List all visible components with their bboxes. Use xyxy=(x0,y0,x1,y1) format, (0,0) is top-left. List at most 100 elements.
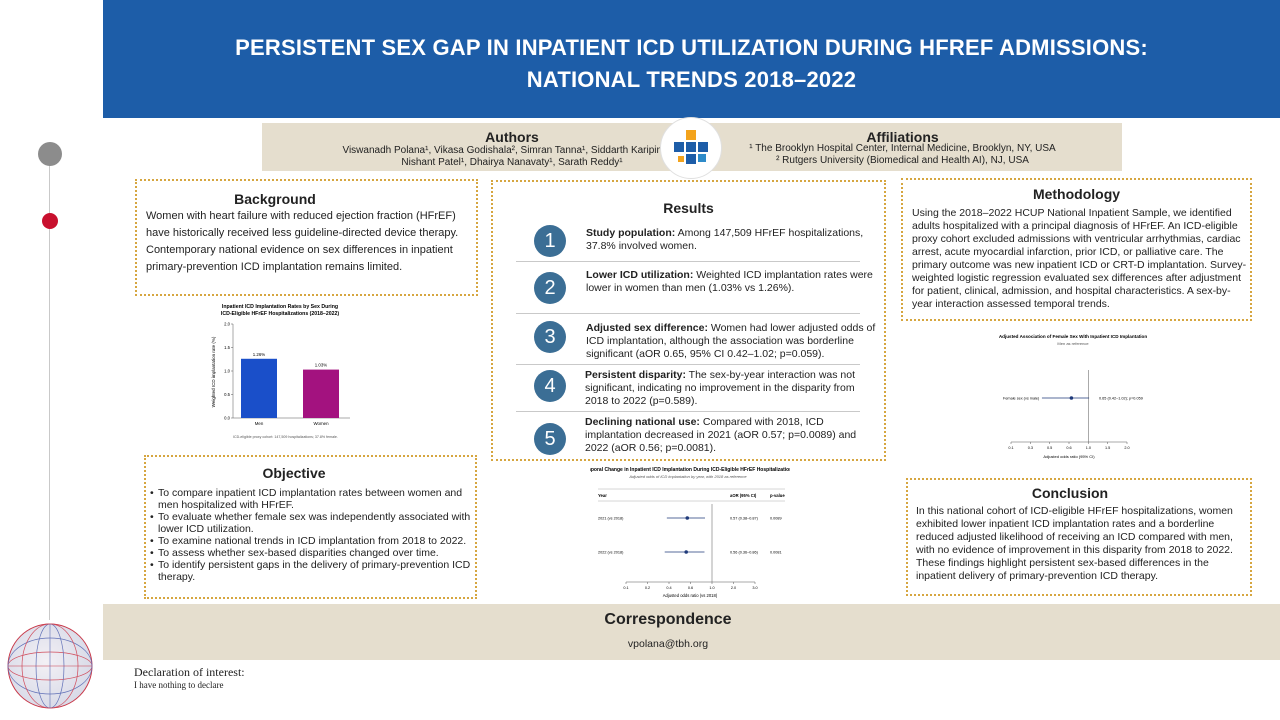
result-number: 2 xyxy=(534,272,566,304)
objective-heading: Objective xyxy=(262,465,326,481)
sex-forest-title: Adjusted Association of Female Sex With … xyxy=(999,334,1148,339)
sex-forest-x-tick-label: 0.6 xyxy=(1066,446,1071,450)
result-number: 4 xyxy=(534,370,566,402)
methodology-heading: Methodology xyxy=(1032,186,1121,202)
bar-chart-y-tick-label: 1.0 xyxy=(224,369,230,374)
sex-forest-x-tick-label: 1.5 xyxy=(1105,446,1110,450)
temporal-forest-x-tick-label: 3.0 xyxy=(752,586,757,590)
objective-list: To compare inpatient ICD implantation ra… xyxy=(150,487,475,583)
temporal-forest-xlabel: Adjusted odds ratio (vs 2018) xyxy=(663,593,718,598)
methodology-panel xyxy=(901,178,1252,321)
decorative-globe xyxy=(7,623,93,709)
bar-chart-footnote: ICD-eligible proxy cohort: 147,509 hospi… xyxy=(233,435,338,439)
temporal-forest-row-p: 0.0081 xyxy=(770,550,782,554)
authors-heading: Authors xyxy=(485,129,539,145)
affiliation-2: ² Rutgers University (Biomedical and Hea… xyxy=(776,155,1029,166)
affiliations-heading: Affiliations xyxy=(866,129,939,145)
result-text: Compared with 2018, ICD implantation dec… xyxy=(585,416,857,454)
correspondence-email[interactable]: vpolana@tbh.org xyxy=(627,638,709,650)
methodology-text: Using the 2018–2022 HCUP National Inpati… xyxy=(912,207,1247,310)
temporal-forest-x-tick-label: 2.0 xyxy=(731,586,736,590)
temporal-forest-plot: Temporal Change in Inpatient ICD Implant… xyxy=(590,467,790,598)
bar-category-label: Men xyxy=(255,421,264,426)
background-heading: Background xyxy=(234,191,316,207)
temporal-col-aor: aOR (95% CI) xyxy=(730,493,757,498)
result-label: Study population: xyxy=(586,227,676,239)
temporal-forest-title: Temporal Change in Inpatient ICD Implant… xyxy=(590,467,790,473)
conclusion-panel xyxy=(906,478,1252,596)
result-number: 1 xyxy=(534,225,566,257)
result-separator xyxy=(516,313,860,314)
authors-line2: Nishant Patel¹, Dhairya Nanavaty¹, Sarat… xyxy=(401,157,623,168)
temporal-forest-x-tick-label: 0.4 xyxy=(666,586,671,590)
poster-title-line1: PERSISTENT SEX GAP IN INPATIENT ICD UTIL… xyxy=(235,35,1148,60)
result-text: Women had lower adjusted odds of ICD imp… xyxy=(586,322,876,360)
decorative-dot-red xyxy=(42,213,58,229)
sex-forest-plot: Adjusted Association of Female Sex With … xyxy=(999,334,1148,459)
temporal-forest-point xyxy=(684,550,688,554)
hospital-logo-icon xyxy=(674,130,708,164)
result-item-3: Adjusted sex difference: Women had lower… xyxy=(586,322,876,361)
result-text: Among 147,509 HFrEF hospitalizations, 37… xyxy=(586,227,864,252)
conclusion-text: In this national cohort of ICD-eligible … xyxy=(916,505,1233,582)
temporal-col-year: Year xyxy=(598,493,607,498)
result-text: The sex-by-year interaction was not sign… xyxy=(585,369,856,407)
temporal-forest-x-tick-label: 0.6 xyxy=(688,586,693,590)
decorative-dot-gray xyxy=(38,142,62,166)
correspondence-heading: Correspondence xyxy=(604,611,732,628)
sex-forest-x-tick-label: 2.0 xyxy=(1124,446,1129,450)
result-item-5: Declining national use: Compared with 20… xyxy=(585,416,870,455)
result-number: 5 xyxy=(534,423,566,455)
poster-title: PERSISTENT SEX GAP IN INPATIENT ICD UTIL… xyxy=(103,32,1280,96)
result-label: Persistent disparity: xyxy=(585,369,686,381)
temporal-forest-point xyxy=(685,516,690,520)
temporal-forest-row-label: 2021 (vs 2018) xyxy=(598,516,624,520)
temporal-forest-row-label: 2022 (vs 2018) xyxy=(598,550,624,554)
decorative-rail xyxy=(49,150,50,620)
authors-list: Viswanadh Polana¹, Vikasa Godishala², Si… xyxy=(262,145,762,169)
results-heading: Results xyxy=(663,200,714,216)
bar-chart-ylabel: Weighted ICD implantation rate (%) xyxy=(211,336,216,407)
sex-forest-point xyxy=(1069,396,1074,400)
bar-chart-title-1: Inpatient ICD Implantation Rates by Sex … xyxy=(222,304,338,310)
bar-men xyxy=(241,358,277,418)
authors-line1: Viswanadh Polana¹, Vikasa Godishala², Si… xyxy=(342,145,682,156)
result-item-4: Persistent disparity: The sex-by-year in… xyxy=(585,369,860,408)
bar-chart-y-tick-label: 0.0 xyxy=(224,416,230,421)
sex-rate-bar-chart: Inpatient ICD Implantation Rates by Sex … xyxy=(211,304,350,439)
bar-value-label: 1.26% xyxy=(253,352,266,357)
temporal-forest-row-p: 0.0089 xyxy=(770,516,782,520)
header-banner xyxy=(103,0,1280,118)
bar-chart-title-2: ICD-Eligible HFrEF Hospitalizations (201… xyxy=(221,311,339,317)
objective-item: To examine national trends in ICD implan… xyxy=(150,535,475,547)
sex-forest-row-label: Female sex (vs male) xyxy=(1003,396,1040,400)
conclusion-heading: Conclusion xyxy=(1031,485,1109,501)
declaration-heading: Declaration of interest: xyxy=(134,665,245,679)
sex-forest-x-tick-label: 1.0 xyxy=(1086,446,1091,450)
bar-chart-y-tick-label: 1.5 xyxy=(224,345,230,350)
result-separator xyxy=(516,364,860,365)
temporal-forest-x-tick-label: 0.1 xyxy=(623,586,628,590)
sex-forest-subtitle: Men as reference xyxy=(1057,341,1089,346)
temporal-forest-x-tick-label: 0.2 xyxy=(645,586,650,590)
temporal-col-p: p-value xyxy=(770,493,785,498)
result-label: Adjusted sex difference: xyxy=(586,322,708,334)
background-panel xyxy=(135,179,478,296)
objective-item: To evaluate whether female sex was indep… xyxy=(150,511,475,535)
sex-forest-x-tick-label: 0.3 xyxy=(1028,446,1033,450)
sex-forest-xlabel: Adjusted odds ratio (95% CI) xyxy=(1043,454,1095,459)
sex-forest-row-value: 0.65 (0.42–1.02); p=0.059 xyxy=(1099,396,1143,400)
temporal-forest-x-tick-label: 1.0 xyxy=(709,586,714,590)
bar-chart-y-tick-label: 2.0 xyxy=(224,322,230,327)
result-item-2: Lower ICD utilization: Weighted ICD impl… xyxy=(586,269,876,295)
objective-item: To identify persistent gaps in the deliv… xyxy=(150,559,475,583)
background-text: Women with heart failure with reduced ej… xyxy=(146,210,459,273)
declaration-text: I have nothing to declare xyxy=(134,680,224,690)
result-label: Lower ICD utilization: xyxy=(586,269,694,281)
temporal-forest-row-value: 0.56 (0.36–0.86) xyxy=(730,550,759,554)
result-number: 3 xyxy=(534,321,566,353)
affiliation-1: ¹ The Brooklyn Hospital Center, Internal… xyxy=(749,143,1056,154)
objective-item: To assess whether sex-based disparities … xyxy=(150,547,475,559)
bar-value-label: 1.03% xyxy=(315,363,328,368)
affiliations-list: ¹ The Brooklyn Hospital Center, Internal… xyxy=(690,143,1115,167)
